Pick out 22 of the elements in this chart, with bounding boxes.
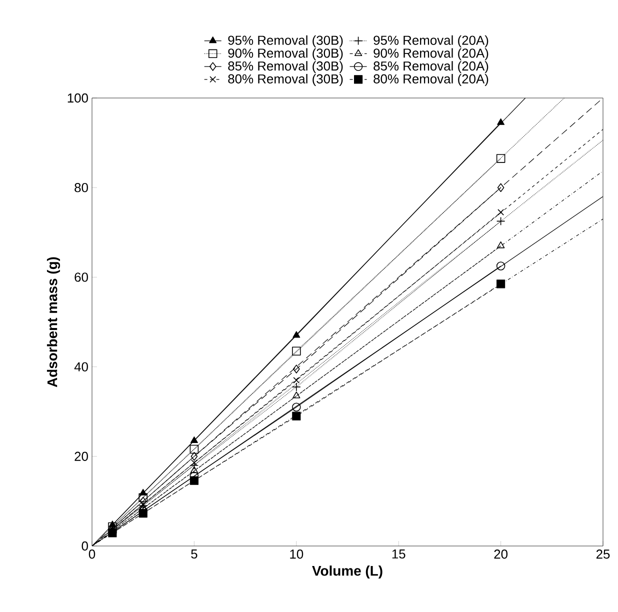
x-tick-label: 10 xyxy=(290,550,304,559)
y-axis-title: Adsorbent mass (g) xyxy=(46,257,60,388)
x-tick-label: 0 xyxy=(88,550,96,559)
legend-label: 85% Removal (30B) xyxy=(228,61,343,74)
y-tick-label: 60 xyxy=(74,272,88,282)
y-tick-label: 100 xyxy=(68,93,88,103)
legend-label: 80% Removal (30B) xyxy=(228,74,343,86)
legend-label: 90% Removal (20A) xyxy=(374,48,488,60)
y-tick-label: 0 xyxy=(82,541,88,551)
x-tick-label: 25 xyxy=(596,550,610,559)
legend-label: 80% Removal (20A) xyxy=(374,74,488,86)
x-tick-label: 15 xyxy=(392,550,406,559)
x-axis-title: Volume (L) xyxy=(312,566,382,579)
x-tick-label: 20 xyxy=(494,550,508,559)
y-tick-label: 40 xyxy=(74,362,88,372)
y-tick-label: 20 xyxy=(74,452,88,461)
legend-label: 90% Removal (30B) xyxy=(228,48,343,60)
x-tick-label: 5 xyxy=(191,550,198,559)
legend-label: 95% Removal (30B) xyxy=(228,35,343,48)
y-tick-label: 80 xyxy=(74,183,88,192)
legend-label: 95% Removal (20A) xyxy=(374,35,488,48)
legend-label: 85% Removal (20A) xyxy=(374,61,488,74)
